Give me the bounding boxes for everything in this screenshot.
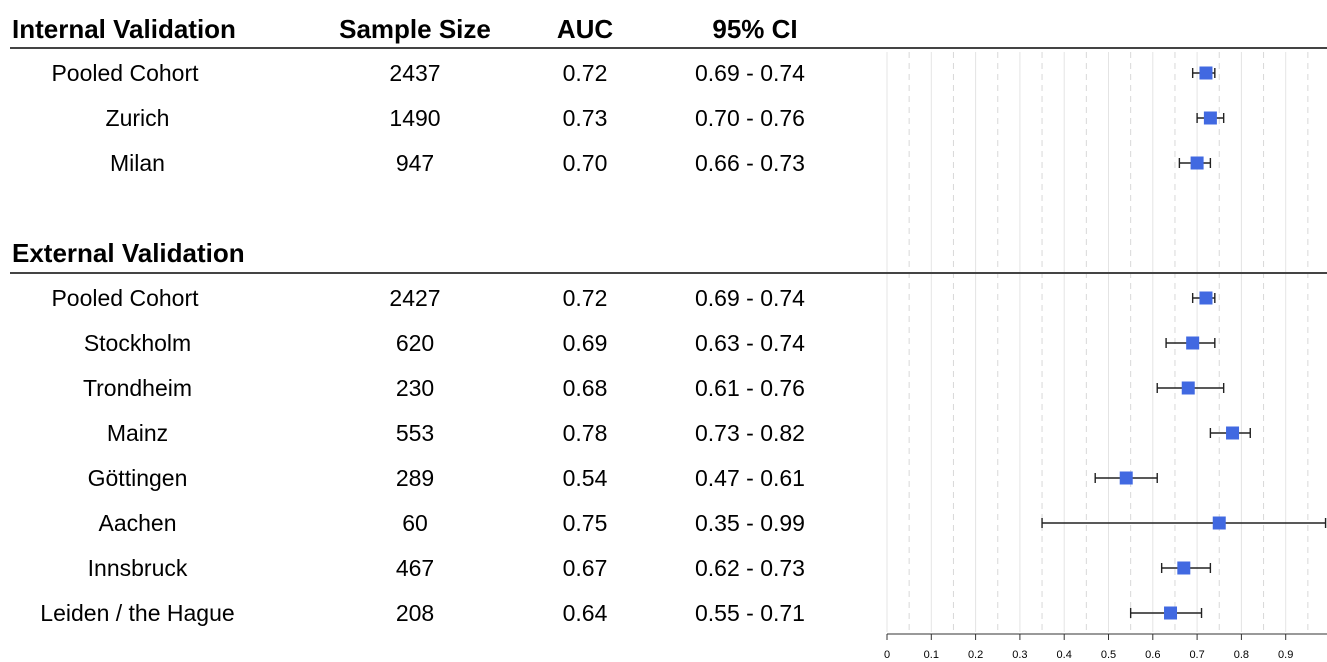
section-title-internal: Internal Validation bbox=[12, 14, 236, 44]
row-ci: 0.35 - 0.99 bbox=[695, 510, 805, 536]
row-ci: 0.63 - 0.74 bbox=[695, 330, 805, 356]
row-ci: 0.47 - 0.61 bbox=[695, 465, 805, 491]
row-label: Stockholm bbox=[83, 330, 192, 356]
x-tick-label: 0.5 bbox=[1101, 649, 1116, 661]
row-label: Pooled Cohort bbox=[51, 285, 199, 311]
x-tick-label: 0.1 bbox=[924, 649, 939, 661]
row-auc: 0.70 bbox=[562, 150, 608, 176]
row-auc: 0.72 bbox=[562, 60, 608, 86]
column-header-auc: AUC bbox=[556, 14, 614, 44]
point-estimate bbox=[1212, 516, 1226, 530]
row-label: Pooled Cohort bbox=[51, 60, 199, 86]
row-sample-size: 2437 bbox=[389, 60, 441, 86]
row-auc: 0.64 bbox=[562, 600, 608, 626]
point-estimate bbox=[1164, 606, 1178, 620]
row-auc: 0.54 bbox=[562, 465, 608, 491]
header-divider bbox=[10, 47, 1327, 49]
row-ci: 0.73 - 0.82 bbox=[695, 420, 805, 446]
section-divider bbox=[10, 272, 1327, 274]
x-tick-label: 0.4 bbox=[1057, 649, 1072, 661]
point-estimate bbox=[1181, 381, 1195, 395]
row-sample-size: 620 bbox=[395, 330, 435, 356]
point-estimate bbox=[1199, 66, 1213, 80]
row-auc: 0.73 bbox=[562, 105, 608, 131]
point-estimate bbox=[1203, 111, 1217, 125]
row-sample-size: 230 bbox=[395, 375, 435, 401]
row-sample-size: 60 bbox=[402, 510, 428, 536]
row-label: Aachen bbox=[98, 510, 177, 536]
row-label: Göttingen bbox=[87, 465, 188, 491]
x-tick-label: 0.7 bbox=[1189, 649, 1204, 661]
column-header-ci: 95% CI bbox=[712, 14, 798, 44]
row-ci: 0.62 - 0.73 bbox=[695, 555, 805, 581]
row-sample-size: 208 bbox=[395, 600, 435, 626]
row-auc: 0.68 bbox=[562, 375, 608, 401]
x-tick-label: 0.8 bbox=[1234, 649, 1249, 661]
row-label: Trondheim bbox=[82, 375, 193, 401]
point-estimate bbox=[1186, 336, 1200, 350]
row-ci: 0.69 - 0.74 bbox=[695, 60, 805, 86]
row-ci: 0.61 - 0.76 bbox=[695, 375, 805, 401]
point-estimate bbox=[1119, 471, 1133, 485]
row-sample-size: 553 bbox=[395, 420, 435, 446]
point-estimate bbox=[1177, 561, 1191, 575]
row-sample-size: 947 bbox=[395, 150, 435, 176]
row-sample-size: 2427 bbox=[389, 285, 441, 311]
row-sample-size: 467 bbox=[395, 555, 435, 581]
x-tick-label: 0 bbox=[884, 649, 890, 661]
row-auc: 0.78 bbox=[562, 420, 608, 446]
row-label: Zurich bbox=[105, 105, 170, 131]
row-label: Innsbruck bbox=[87, 555, 188, 581]
point-estimate bbox=[1190, 156, 1204, 170]
row-ci: 0.70 - 0.76 bbox=[695, 105, 805, 131]
row-ci: 0.55 - 0.71 bbox=[695, 600, 805, 626]
column-header-sample-size: Sample Size bbox=[339, 14, 491, 44]
x-tick-label: 0.3 bbox=[1012, 649, 1027, 661]
row-auc: 0.72 bbox=[562, 285, 608, 311]
row-label: Leiden / the Hague bbox=[40, 600, 235, 626]
row-auc: 0.75 bbox=[562, 510, 608, 536]
row-sample-size: 289 bbox=[395, 465, 435, 491]
row-ci: 0.66 - 0.73 bbox=[695, 150, 805, 176]
row-auc: 0.67 bbox=[562, 555, 608, 581]
row-label: Mainz bbox=[106, 420, 169, 446]
point-estimate bbox=[1199, 291, 1213, 305]
x-tick-label: 0.9 bbox=[1278, 649, 1293, 661]
section-title-external: External Validation bbox=[12, 238, 245, 268]
row-ci: 0.69 - 0.74 bbox=[695, 285, 805, 311]
row-label: Milan bbox=[110, 150, 165, 176]
row-auc: 0.69 bbox=[562, 330, 608, 356]
x-tick-label: 0.2 bbox=[968, 649, 983, 661]
row-sample-size: 1490 bbox=[389, 105, 441, 131]
x-tick-label: 0.6 bbox=[1145, 649, 1160, 661]
point-estimate bbox=[1226, 426, 1240, 440]
